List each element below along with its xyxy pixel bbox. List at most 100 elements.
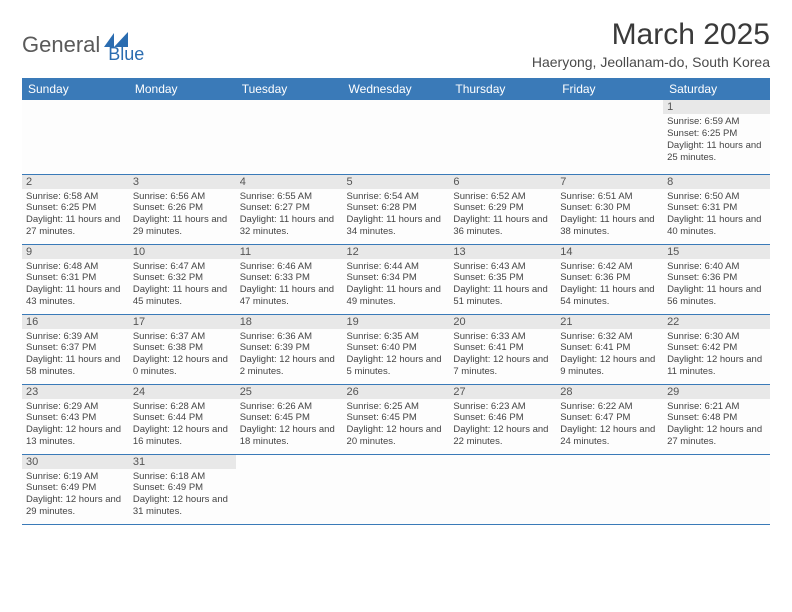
sunset-line: Sunset: 6:49 PM bbox=[26, 482, 125, 494]
calendar-cell: 10 Sunrise: 6:47 AMSunset: 6:32 PMDayligh… bbox=[129, 244, 236, 314]
sunrise-line: Sunrise: 6:28 AM bbox=[133, 401, 232, 413]
calendar-row: 1 Sunrise: 6:59 AMSunset: 6:25 PMDaylight… bbox=[22, 100, 770, 174]
calendar-cell: 26 Sunrise: 6:25 AMSunset: 6:45 PMDayligh… bbox=[343, 384, 450, 454]
daylight-line: Daylight: 12 hours and 7 minutes. bbox=[453, 354, 552, 378]
calendar-cell: 13Sunrise: 6:43 AMSunset: 6:35 PMDayligh… bbox=[449, 244, 556, 314]
daylight-line: Daylight: 11 hours and 56 minutes. bbox=[667, 284, 766, 308]
calendar-cell bbox=[449, 100, 556, 174]
daylight-line: Daylight: 11 hours and 32 minutes. bbox=[240, 214, 339, 238]
calendar-cell: 25Sunrise: 6:26 AMSunset: 6:45 PMDayligh… bbox=[236, 384, 343, 454]
day-number: 14 bbox=[556, 245, 663, 259]
day-details: Sunrise: 6:47 AMSunset: 6:32 PMDaylight:… bbox=[133, 261, 232, 309]
day-number: 16 bbox=[22, 315, 129, 329]
sunset-line: Sunset: 6:25 PM bbox=[667, 128, 766, 140]
day-details: Sunrise: 6:18 AMSunset: 6:49 PMDaylight:… bbox=[133, 471, 232, 519]
sunset-line: Sunset: 6:42 PM bbox=[667, 342, 766, 354]
day-number: 1 bbox=[663, 100, 770, 114]
weekday-header: Saturday bbox=[663, 78, 770, 100]
calendar-cell: 15Sunrise: 6:40 AMSunset: 6:36 PMDayligh… bbox=[663, 244, 770, 314]
calendar-cell bbox=[343, 100, 450, 174]
day-number: 4 bbox=[236, 175, 343, 189]
calendar-cell: 7Sunrise: 6:51 AMSunset: 6:30 PMDaylight… bbox=[556, 174, 663, 244]
calendar-table: SundayMondayTuesdayWednesdayThursdayFrid… bbox=[22, 78, 770, 525]
day-details: Sunrise: 6:30 AMSunset: 6:42 PMDaylight:… bbox=[667, 331, 766, 379]
daylight-line: Daylight: 12 hours and 2 minutes. bbox=[240, 354, 339, 378]
sunset-line: Sunset: 6:43 PM bbox=[26, 412, 125, 424]
calendar-cell: 30 Sunrise: 6:19 AMSunset: 6:49 PMDayligh… bbox=[22, 454, 129, 524]
sunrise-line: Sunrise: 6:23 AM bbox=[453, 401, 552, 413]
calendar-row: 2 Sunrise: 6:58 AMSunset: 6:25 PMDaylight… bbox=[22, 174, 770, 244]
day-details: Sunrise: 6:36 AMSunset: 6:39 PMDaylight:… bbox=[240, 331, 339, 379]
sunrise-line: Sunrise: 6:59 AM bbox=[667, 116, 766, 128]
sunset-line: Sunset: 6:32 PM bbox=[133, 272, 232, 284]
sunrise-line: Sunrise: 6:29 AM bbox=[26, 401, 125, 413]
calendar-cell: 23 Sunrise: 6:29 AMSunset: 6:43 PMDayligh… bbox=[22, 384, 129, 454]
sunrise-line: Sunrise: 6:22 AM bbox=[560, 401, 659, 413]
logo: General Blue bbox=[22, 24, 144, 65]
sunrise-line: Sunrise: 6:43 AM bbox=[453, 261, 552, 273]
header: General Blue March 2025 Haeryong, Jeolla… bbox=[22, 18, 770, 70]
daylight-line: Daylight: 11 hours and 36 minutes. bbox=[453, 214, 552, 238]
sunset-line: Sunset: 6:31 PM bbox=[667, 202, 766, 214]
day-number: 22 bbox=[663, 315, 770, 329]
sunset-line: Sunset: 6:47 PM bbox=[560, 412, 659, 424]
day-details: Sunrise: 6:58 AMSunset: 6:25 PMDaylight:… bbox=[26, 191, 125, 239]
calendar-cell: 18 Sunrise: 6:36 AMSunset: 6:39 PMDayligh… bbox=[236, 314, 343, 384]
sunrise-line: Sunrise: 6:42 AM bbox=[560, 261, 659, 273]
sunrise-line: Sunrise: 6:50 AM bbox=[667, 191, 766, 203]
day-details: Sunrise: 6:25 AMSunset: 6:45 PMDaylight:… bbox=[347, 401, 446, 449]
sunset-line: Sunset: 6:40 PM bbox=[347, 342, 446, 354]
sunset-line: Sunset: 6:45 PM bbox=[240, 412, 339, 424]
calendar-cell bbox=[663, 454, 770, 524]
calendar-cell bbox=[236, 454, 343, 524]
day-details: Sunrise: 6:35 AMSunset: 6:40 PMDaylight:… bbox=[347, 331, 446, 379]
day-details: Sunrise: 6:33 AMSunset: 6:41 PMDaylight:… bbox=[453, 331, 552, 379]
day-details: Sunrise: 6:56 AMSunset: 6:26 PMDaylight:… bbox=[133, 191, 232, 239]
daylight-line: Daylight: 12 hours and 31 minutes. bbox=[133, 494, 232, 518]
day-number: 11 bbox=[236, 245, 343, 259]
title-block: March 2025 Haeryong, Jeollanam-do, South… bbox=[532, 18, 770, 70]
sunrise-line: Sunrise: 6:51 AM bbox=[560, 191, 659, 203]
day-number: 5 bbox=[343, 175, 450, 189]
day-number: 30 bbox=[22, 455, 129, 469]
day-details: Sunrise: 6:44 AMSunset: 6:34 PMDaylight:… bbox=[347, 261, 446, 309]
calendar-body: 1Sunrise: 6:59 AMSunset: 6:25 PMDaylight… bbox=[22, 100, 770, 524]
calendar-cell: 5Sunrise: 6:54 AMSunset: 6:28 PMDaylight… bbox=[343, 174, 450, 244]
day-number: 7 bbox=[556, 175, 663, 189]
calendar-row: 23 Sunrise: 6:29 AMSunset: 6:43 PMDayligh… bbox=[22, 384, 770, 454]
sunrise-line: Sunrise: 6:48 AM bbox=[26, 261, 125, 273]
sunset-line: Sunset: 6:44 PM bbox=[133, 412, 232, 424]
calendar-row: 16Sunrise: 6:39 AMSunset: 6:37 PMDayligh… bbox=[22, 314, 770, 384]
logo-text-general: General bbox=[22, 32, 100, 58]
sunset-line: Sunset: 6:38 PM bbox=[133, 342, 232, 354]
calendar-cell: 12Sunrise: 6:44 AMSunset: 6:34 PMDayligh… bbox=[343, 244, 450, 314]
sunset-line: Sunset: 6:34 PM bbox=[347, 272, 446, 284]
day-number: 2 bbox=[22, 175, 129, 189]
sunrise-line: Sunrise: 6:30 AM bbox=[667, 331, 766, 343]
day-number: 18 bbox=[236, 315, 343, 329]
day-details: Sunrise: 6:26 AMSunset: 6:45 PMDaylight:… bbox=[240, 401, 339, 449]
day-number: 10 bbox=[129, 245, 236, 259]
day-details: Sunrise: 6:50 AMSunset: 6:31 PMDaylight:… bbox=[667, 191, 766, 239]
sunset-line: Sunset: 6:25 PM bbox=[26, 202, 125, 214]
day-details: Sunrise: 6:59 AMSunset: 6:25 PMDaylight:… bbox=[667, 116, 766, 164]
day-number: 17 bbox=[129, 315, 236, 329]
day-number: 26 bbox=[343, 385, 450, 399]
calendar-cell: 28Sunrise: 6:22 AMSunset: 6:47 PMDayligh… bbox=[556, 384, 663, 454]
day-details: Sunrise: 6:48 AMSunset: 6:31 PMDaylight:… bbox=[26, 261, 125, 309]
day-details: Sunrise: 6:37 AMSunset: 6:38 PMDaylight:… bbox=[133, 331, 232, 379]
daylight-line: Daylight: 11 hours and 38 minutes. bbox=[560, 214, 659, 238]
day-details: Sunrise: 6:23 AMSunset: 6:46 PMDaylight:… bbox=[453, 401, 552, 449]
sunrise-line: Sunrise: 6:54 AM bbox=[347, 191, 446, 203]
day-number: 23 bbox=[22, 385, 129, 399]
sunrise-line: Sunrise: 6:46 AM bbox=[240, 261, 339, 273]
sunset-line: Sunset: 6:26 PM bbox=[133, 202, 232, 214]
logo-text-blue: Blue bbox=[108, 44, 144, 65]
daylight-line: Daylight: 11 hours and 51 minutes. bbox=[453, 284, 552, 308]
calendar-cell: 29Sunrise: 6:21 AMSunset: 6:48 PMDayligh… bbox=[663, 384, 770, 454]
day-details: Sunrise: 6:19 AMSunset: 6:49 PMDaylight:… bbox=[26, 471, 125, 519]
weekday-header: Wednesday bbox=[343, 78, 450, 100]
calendar-cell bbox=[129, 100, 236, 174]
day-details: Sunrise: 6:29 AMSunset: 6:43 PMDaylight:… bbox=[26, 401, 125, 449]
sunrise-line: Sunrise: 6:36 AM bbox=[240, 331, 339, 343]
